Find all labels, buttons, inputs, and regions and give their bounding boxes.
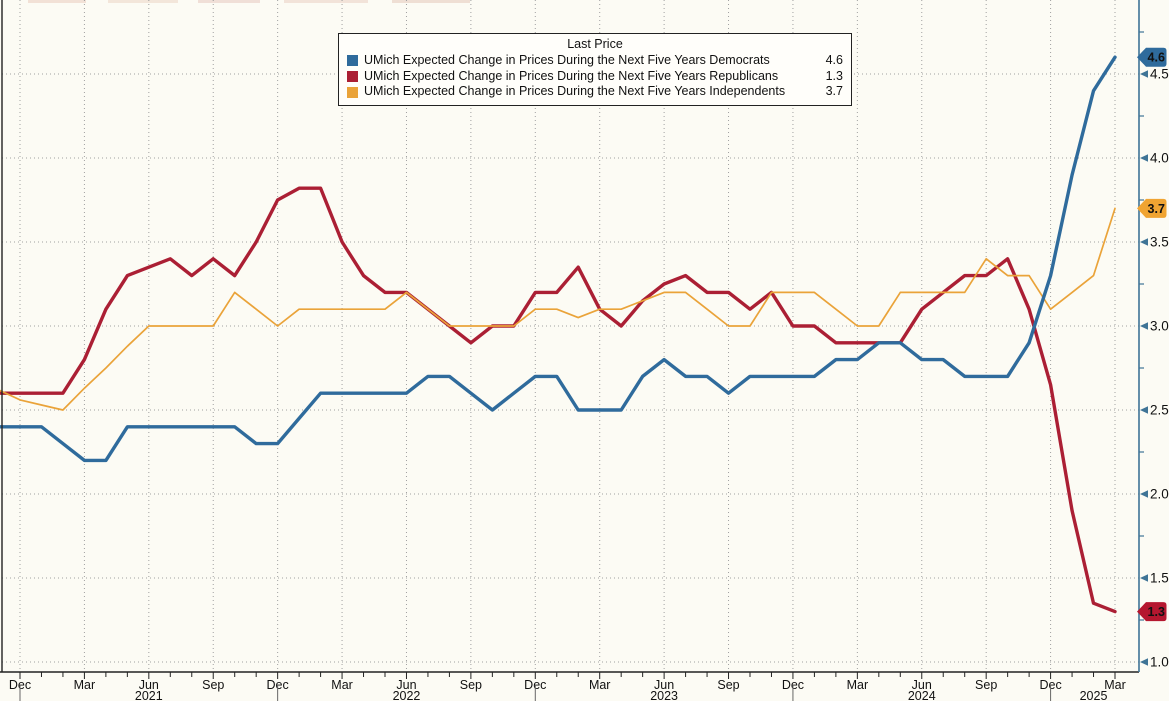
last-price-badge-value-democrats: 4.6 — [1148, 51, 1165, 65]
legend-label-independents: UMich Expected Change in Prices During t… — [364, 84, 786, 99]
series-line-republicans — [0, 186, 1117, 614]
y-tick-arrow-icon — [1140, 490, 1148, 498]
legend-row-republicans: UMich Expected Change in Prices During t… — [347, 69, 843, 85]
y-tick-label: 3.0 — [1150, 319, 1169, 334]
legend-value-republicans: 1.3 — [825, 68, 843, 83]
independents-line — [0, 207, 1116, 411]
legend-row-democrats: UMich Expected Change in Prices During t… — [347, 53, 843, 69]
y-tick-label: 2.5 — [1150, 403, 1169, 418]
y-tick-arrow-icon — [1140, 574, 1148, 582]
year-label: 2023 — [650, 689, 678, 701]
x-axis: Dec Mar Jun Sep Dec Mar Jun Sep Dec Mar Jun Sep Dec M… — [0, 0, 1139, 701]
year-label: 2025 — [1080, 689, 1108, 701]
x-tick-label: Jun — [912, 678, 932, 692]
x-tick-label: Mar — [847, 678, 869, 692]
x-tick-label: Mar — [589, 678, 611, 692]
y-tick-arrow-icon — [1140, 70, 1148, 78]
y-axis: 1.0 1.5 2.0 2.5 3.0 3.5 4.0 4.5 — [1138, 0, 1169, 672]
legend-swatch-republicans — [347, 70, 358, 82]
x-tick-label: Sep — [460, 678, 482, 692]
x-tick-label: Jun — [139, 678, 159, 692]
x-tick-label: Mar — [331, 678, 353, 692]
y-tick-arrow-icon — [1140, 322, 1148, 330]
series-line-democrats — [0, 55, 1117, 463]
x-tick-label: Sep — [975, 678, 997, 692]
last-price-badge-value-republicans: 1.3 — [1148, 605, 1165, 619]
legend-label-republicans: UMich Expected Change in Prices During t… — [364, 68, 779, 83]
last-price-badge-independents — [1137, 198, 1167, 218]
y-tick-arrow-icon — [1140, 658, 1148, 666]
last-price-badge-republicans — [1137, 602, 1167, 622]
last-price-badges: 4.6 1.3 3.7 — [1137, 47, 1167, 622]
x-tick-label: Mar — [74, 678, 96, 692]
x-tick-label: Jun — [654, 678, 674, 692]
legend-value-democrats: 4.6 — [825, 52, 843, 67]
republicans-line — [0, 186, 1117, 614]
legend-swatch-democrats — [347, 55, 358, 67]
legend-row-independents: UMich Expected Change in Prices During t… — [347, 84, 843, 100]
y-tick-arrow-icon — [1140, 154, 1148, 162]
year-label: 2024 — [908, 689, 936, 701]
x-tick-label: Sep — [717, 678, 739, 692]
last-price-badge-democrats — [1137, 47, 1167, 67]
legend-value-independents: 3.7 — [825, 84, 843, 99]
x-tick-label: Jun — [396, 678, 416, 692]
democrats-line — [0, 55, 1117, 463]
legend-title: Last Price — [567, 37, 623, 51]
y-tick-label: 1.0 — [1150, 655, 1169, 670]
series-line-independents — [0, 207, 1116, 411]
y-tick-arrow-icon — [1140, 238, 1148, 246]
y-tick-label: 1.5 — [1150, 571, 1169, 586]
legend-swatch-independents — [347, 86, 358, 98]
y-tick-label: 4.5 — [1150, 67, 1169, 82]
x-tick-label: Mar — [1104, 678, 1126, 692]
cropped-title-remnant — [28, 0, 470, 3]
legend: Last Price UMich Expected Change in Pric… — [338, 33, 852, 107]
last-price-badge-value-independents: 3.7 — [1148, 202, 1165, 216]
x-tick-label: Sep — [202, 678, 224, 692]
y-tick-label: 3.5 — [1150, 235, 1169, 250]
year-label: 2022 — [393, 689, 421, 701]
gridlines — [2, 0, 1139, 672]
year-label: 2021 — [135, 689, 163, 701]
y-tick-label: 4.0 — [1150, 151, 1169, 166]
y-tick-arrow-icon — [1140, 406, 1148, 414]
legend-label-democrats: UMich Expected Change in Prices During t… — [364, 52, 770, 67]
y-tick-label: 2.0 — [1150, 487, 1169, 502]
